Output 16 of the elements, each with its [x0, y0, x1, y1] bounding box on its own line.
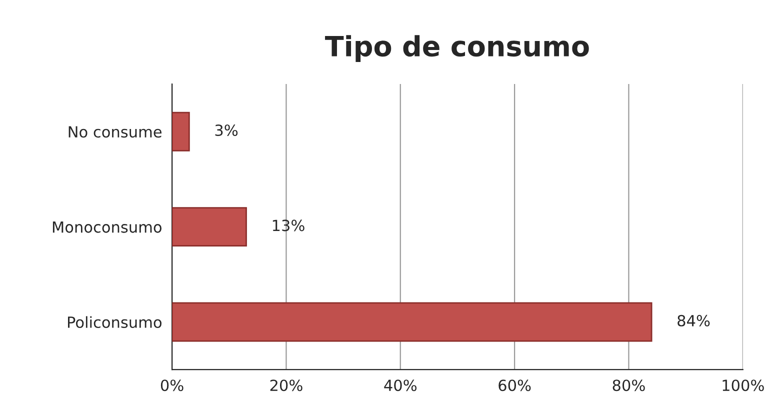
x-tick-label: 40%	[384, 380, 417, 392]
y-tick-label: Monoconsumo	[52, 221, 162, 233]
y-tick-label: Policonsumo	[68, 316, 162, 328]
chart-title: Tipo de consumo	[325, 35, 589, 62]
bar	[172, 112, 190, 152]
x-tick-label: 80%	[612, 380, 645, 392]
data-label: 3%	[215, 124, 238, 136]
data-label: 13%	[272, 220, 304, 232]
x-tick-label: 20%	[270, 380, 302, 392]
bar	[172, 302, 652, 342]
x-tick-label: 0%	[160, 380, 184, 392]
x-tick-label: 100%	[722, 380, 764, 392]
bar	[172, 207, 247, 247]
x-tick-label: 60%	[498, 380, 531, 392]
y-tick-label: No consume	[68, 126, 162, 138]
data-label: 84%	[678, 314, 710, 326]
